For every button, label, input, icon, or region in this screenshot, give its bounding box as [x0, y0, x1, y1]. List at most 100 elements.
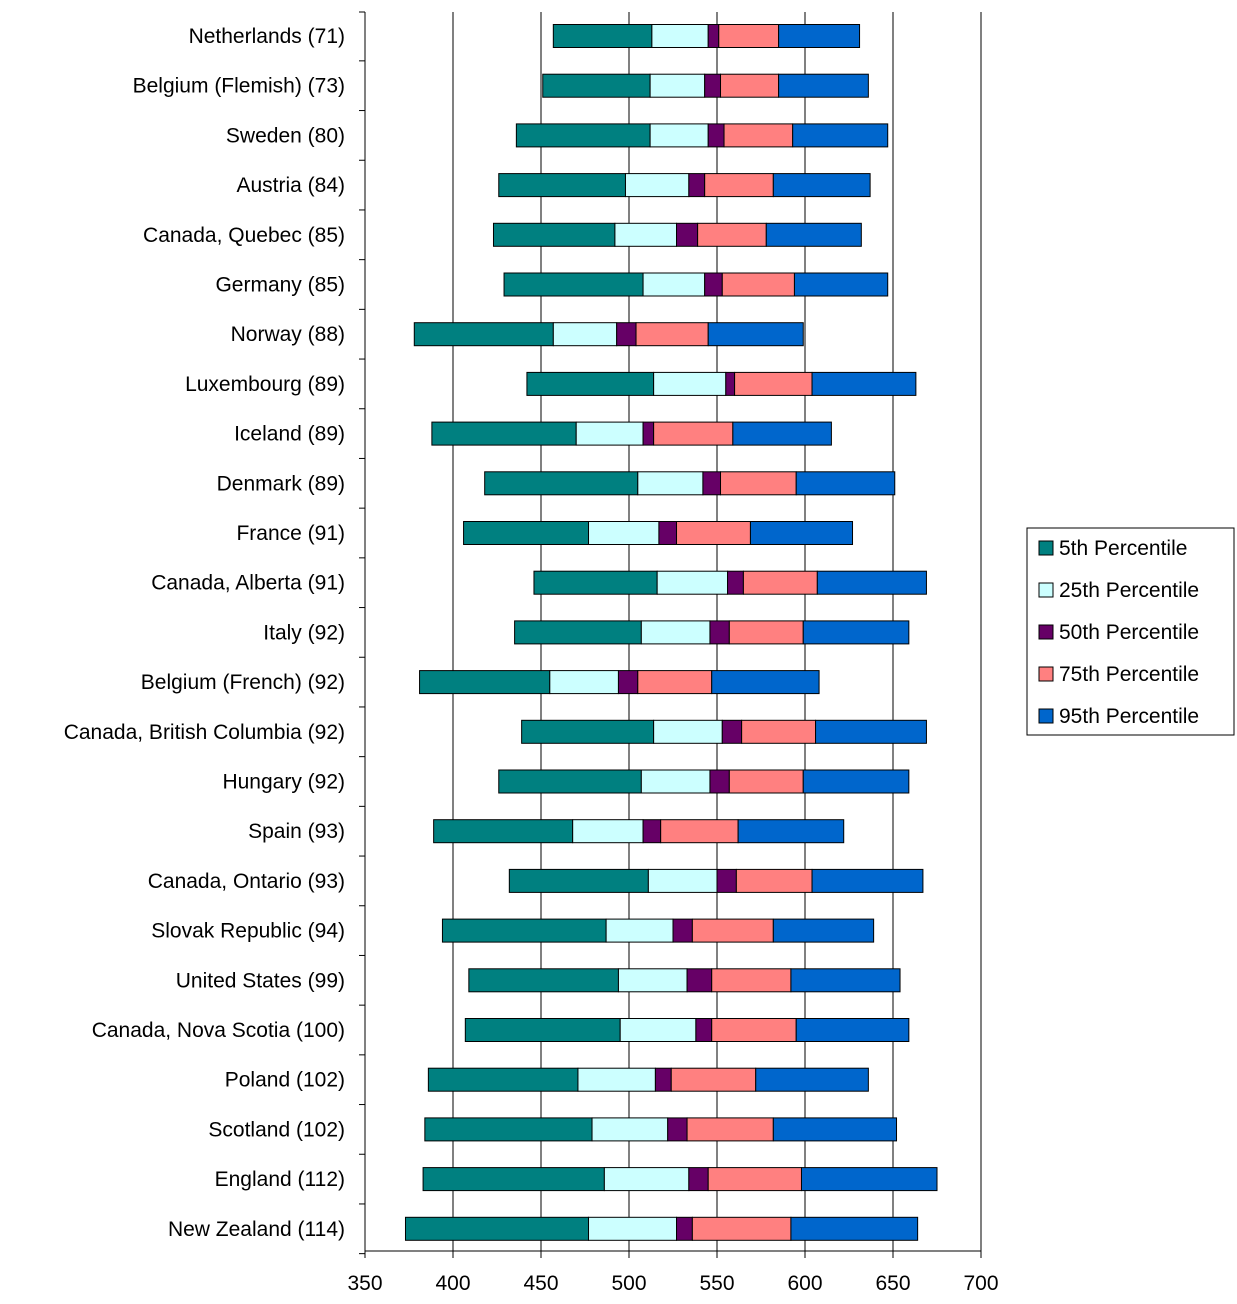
bar-segment: [728, 769, 804, 794]
bar-segment: [427, 1067, 579, 1092]
bar-segment: [658, 521, 678, 545]
bar-segment: [711, 1018, 797, 1042]
bar-segment: [716, 868, 737, 893]
bar-segment: [802, 620, 910, 645]
bar-segment: [691, 1216, 792, 1241]
bar-segment: [614, 222, 678, 247]
bar-segment: [441, 918, 607, 943]
category-label: Norway (88): [231, 323, 345, 346]
category-label: Hungary (92): [222, 771, 345, 794]
bar-segment: [778, 73, 869, 98]
bar-segment: [735, 868, 813, 893]
bar-segment: [811, 868, 924, 893]
bar-segment: [741, 719, 817, 744]
category-label: Poland (102): [225, 1069, 345, 1092]
bar-segment: [653, 421, 734, 446]
bar-segment: [737, 819, 845, 844]
legend-label: 5th Percentile: [1059, 537, 1187, 560]
bar-segment: [605, 918, 674, 943]
category-label: Spain (93): [248, 820, 345, 843]
bar-segment: [508, 868, 649, 893]
bar-segment: [549, 670, 619, 695]
category-label: Scotland (102): [208, 1118, 345, 1141]
bar-segment: [816, 570, 927, 595]
bar-segment: [649, 73, 706, 98]
bar-segment: [468, 968, 619, 993]
x-tick-label: 350: [347, 1272, 382, 1295]
legend-swatch: [1038, 708, 1054, 724]
axes: [359, 11, 982, 1258]
bar-segment: [670, 1067, 757, 1092]
category-label: Italy (92): [263, 621, 345, 644]
category-label: Canada, Alberta (91): [151, 572, 345, 595]
bar-segment: [647, 868, 718, 893]
bar-segment: [433, 819, 574, 844]
bar-segment: [588, 1216, 678, 1241]
bar-segment: [793, 272, 889, 297]
legend-label: 95th Percentile: [1059, 705, 1199, 728]
bar-segment: [651, 24, 709, 48]
bar-segment: [617, 670, 639, 695]
legend-label: 75th Percentile: [1059, 663, 1199, 686]
category-label: England (112): [215, 1168, 345, 1191]
bar-segment: [723, 123, 794, 148]
bar-segment: [642, 819, 662, 844]
bar-segment: [667, 1117, 688, 1142]
category-label: Luxembourg (89): [185, 373, 345, 396]
bar-segment: [640, 769, 711, 794]
legend-swatch: [1038, 540, 1054, 556]
bar-segment: [676, 1216, 693, 1241]
bar-segment: [800, 1167, 938, 1192]
legend-label: 25th Percentile: [1059, 579, 1199, 602]
bar-segment: [654, 1067, 672, 1092]
legend-swatch: [1038, 666, 1054, 682]
bar-segment: [591, 1117, 669, 1142]
bar-segment: [704, 173, 774, 198]
bar-segment: [603, 1167, 690, 1192]
bar-segment: [727, 570, 744, 595]
bar-segment: [637, 471, 704, 496]
bar-segment: [815, 719, 927, 744]
bar-segment: [572, 819, 644, 844]
legend: 5th Percentile 25th Percentile 50th Percen…: [1026, 527, 1235, 736]
category-labels: Netherlands (71) Belgium (Flemish) (73) Sw…: [64, 25, 345, 1241]
bar-segment: [707, 1167, 802, 1192]
category-label: Germany (85): [215, 274, 345, 297]
bar-segment: [795, 471, 896, 496]
bar-segment: [811, 371, 917, 396]
bar-segment: [640, 620, 711, 645]
x-tick-label: 450: [523, 1272, 558, 1295]
legend-swatch: [1038, 624, 1054, 640]
bar-segment: [464, 1018, 621, 1042]
bar-segment: [707, 322, 804, 347]
bar-segment: [755, 1067, 869, 1092]
bar-segment: [672, 918, 693, 943]
bars: [404, 24, 938, 1241]
bar-segment: [749, 521, 854, 545]
bar-segment: [484, 471, 639, 496]
bar-segment: [721, 272, 795, 297]
bar-segment: [802, 769, 910, 794]
bar-segment: [734, 371, 813, 396]
bar-segment: [649, 123, 709, 148]
bar-segment: [431, 421, 577, 446]
category-label: Iceland (89): [234, 423, 345, 446]
bar-segment: [711, 670, 820, 695]
bar-segment: [619, 1018, 697, 1042]
bar-segment: [772, 1117, 898, 1142]
bar-segment: [653, 719, 723, 744]
bar-segment: [514, 620, 642, 645]
bar-segment: [642, 421, 655, 446]
bar-segment: [422, 1167, 605, 1192]
bar-segment: [424, 1117, 593, 1142]
bar-segment: [653, 371, 727, 396]
bar-segment: [617, 968, 688, 993]
category-label: Canada, Nova Scotia (100): [92, 1019, 345, 1042]
bar-segment: [419, 670, 551, 695]
bar-segment: [676, 521, 751, 545]
bar-segment: [616, 322, 637, 347]
bar-segment: [688, 1167, 709, 1192]
bar-segment: [707, 24, 720, 48]
